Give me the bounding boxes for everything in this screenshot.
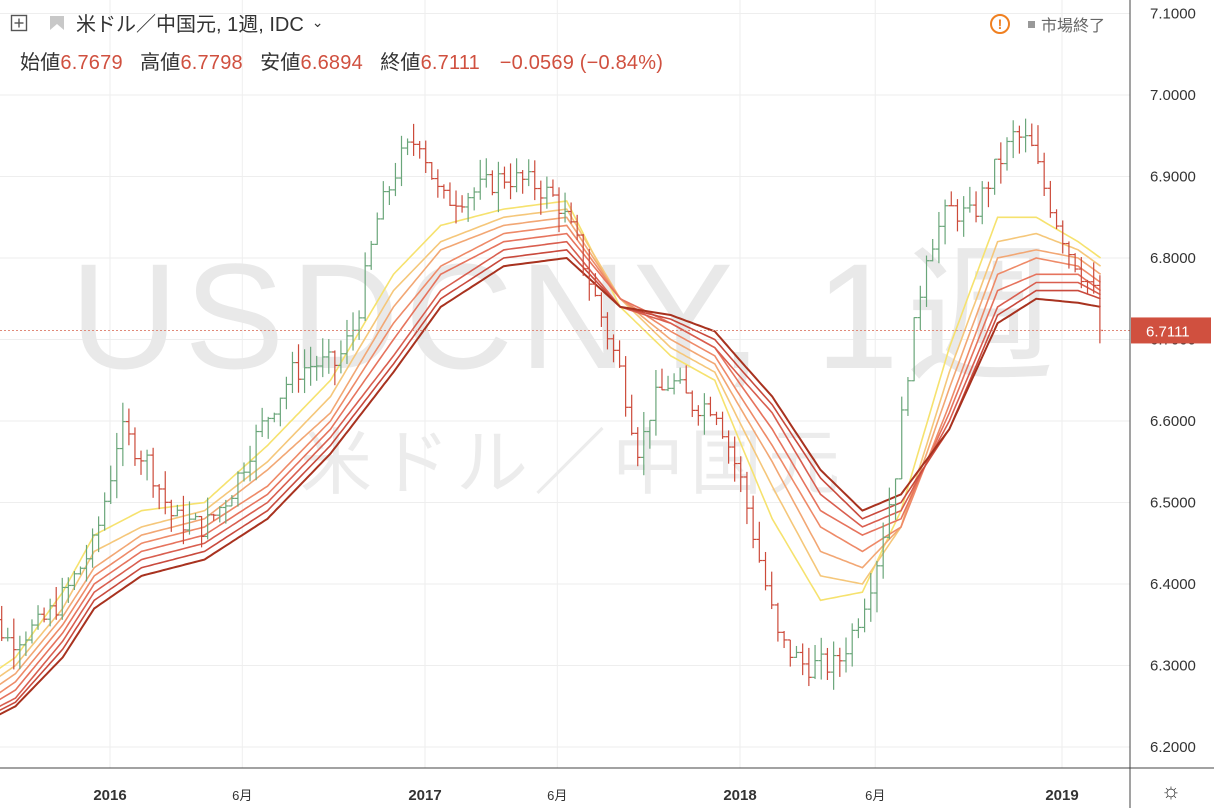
y-tick-label: 6.4000 xyxy=(1150,576,1196,593)
price-axis: 6.20006.30006.40006.50006.60006.70006.80… xyxy=(1129,0,1196,808)
x-tick-label: 6月 xyxy=(547,788,567,803)
last-price-tag: 6.7111 xyxy=(1131,317,1211,344)
y-tick-label: 6.2000 xyxy=(1150,739,1196,756)
gear-icon[interactable]: ☼ xyxy=(1160,778,1182,803)
high-value: 6.7798 xyxy=(180,52,243,74)
warning-icon[interactable]: ! xyxy=(990,14,1010,34)
y-tick-label: 6.9000 xyxy=(1150,169,1196,186)
x-tick-label: 2016 xyxy=(93,787,126,804)
close-label: 終値 xyxy=(380,52,421,74)
low-value: 6.6894 xyxy=(300,52,363,74)
chart-grid xyxy=(0,0,1130,768)
moving-average-ribbon xyxy=(0,200,1102,716)
ma-line xyxy=(0,232,1102,701)
ma-line xyxy=(0,224,1102,694)
x-tick-label: 6月 xyxy=(232,788,252,803)
flag-icon[interactable] xyxy=(48,14,66,32)
time-axis: 2016 6月 2017 6月 2018 6月 2019 xyxy=(0,767,1214,804)
header-title-row: 米ドル／中国元, 1週, IDC ⌄ xyxy=(10,8,324,37)
ma-line xyxy=(0,240,1101,708)
x-tick-label: 2018 xyxy=(723,787,756,804)
square-dot-icon xyxy=(1028,20,1035,28)
open-value: 6.7679 xyxy=(60,52,123,74)
y-tick-label: 7.1000 xyxy=(1150,6,1196,23)
y-tick-label: 6.6000 xyxy=(1150,413,1196,430)
close-value: 6.7111 xyxy=(420,52,480,74)
price-tag-box xyxy=(1131,317,1211,344)
x-tick-label: 2019 xyxy=(1045,787,1078,804)
watermark-name: 米ドル／中国元 xyxy=(300,421,846,505)
ma-line xyxy=(0,256,1101,716)
price-bars xyxy=(0,118,1103,690)
expand-icon[interactable] xyxy=(10,14,28,32)
open-label: 始値 xyxy=(20,52,61,74)
chart-header: 米ドル／中国元, 1週, IDC ⌄ 始値6.7679 高値6.7798 安値6… xyxy=(0,0,1130,80)
ma-line xyxy=(0,216,1102,686)
high-label: 高値 xyxy=(140,52,181,74)
x-tick-label: 6月 xyxy=(865,788,885,803)
change-value: −0.0569 (−0.84%) xyxy=(499,52,664,74)
market-status-text: 市場終了 xyxy=(1041,18,1106,35)
ohlc-row: 始値6.7679 高値6.7798 安値6.6894 終値6.7111 −0.0… xyxy=(20,46,663,75)
price-tag-text: 6.7111 xyxy=(1146,323,1190,340)
low-label: 安値 xyxy=(260,52,301,74)
chart-watermark: USDCNY, 1週 米ドル／中国元 xyxy=(70,232,1061,505)
y-tick-label: 6.3000 xyxy=(1150,658,1196,675)
watermark-symbol: USDCNY, 1週 xyxy=(70,232,1061,400)
ma-line xyxy=(0,249,1101,712)
y-tick-label: 7.0000 xyxy=(1150,87,1196,104)
market-status: ! 市場終了 xyxy=(990,12,1105,36)
symbol-title[interactable]: 米ドル／中国元, 1週, IDC xyxy=(76,14,304,36)
y-tick-label: 6.5000 xyxy=(1150,495,1196,512)
y-tick-label: 6.8000 xyxy=(1150,250,1196,267)
chevron-down-icon[interactable]: ⌄ xyxy=(311,14,324,30)
x-tick-label: 2017 xyxy=(408,787,441,804)
